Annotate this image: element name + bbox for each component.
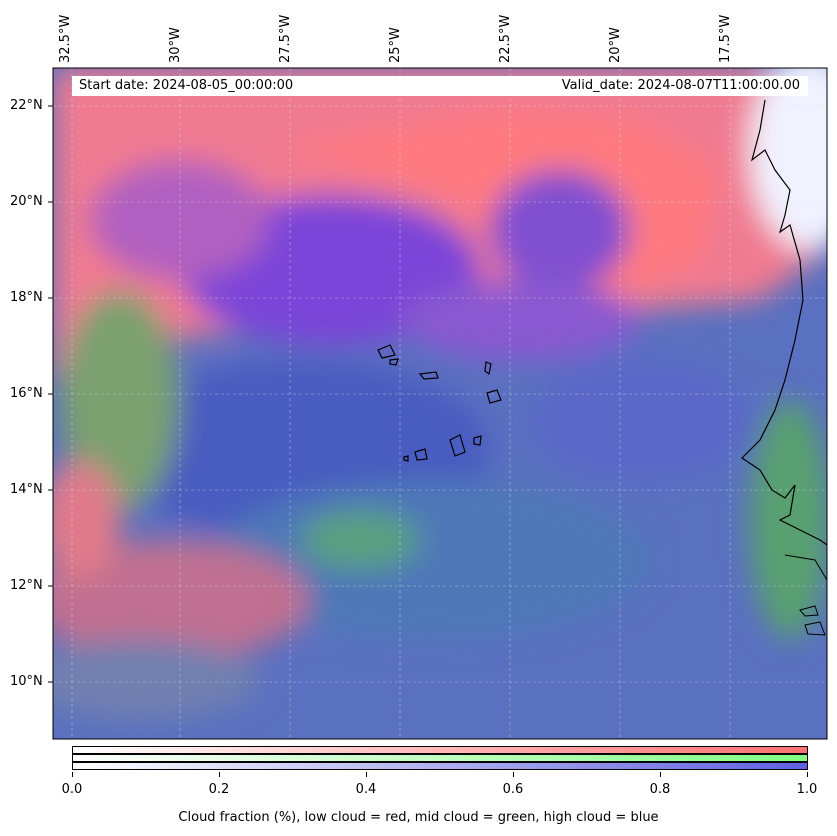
cape-verde-islands	[377, 344, 502, 462]
lon-label-20w: 20°W	[608, 27, 623, 63]
colorbar-tick-0-2: 0.2	[208, 782, 230, 797]
lat-label-20n: 20°N	[10, 194, 43, 209]
lat-label-10n: 10°N	[10, 674, 43, 689]
colorbar-tick-0-4: 0.4	[355, 782, 377, 797]
lat-label-22n: 22°N	[10, 98, 43, 113]
lon-label-22-5w: 22.5°W	[498, 14, 513, 63]
colorbar-tickmark	[72, 772, 73, 777]
colorbar-high-cloud	[72, 762, 808, 770]
lon-label-25w: 25°W	[388, 27, 403, 63]
start-date: Start date: 2024-08-05_00:00:00	[79, 78, 294, 93]
lon-label-27-5w: 27.5°W	[278, 14, 293, 63]
colorbar-tick-0: 0.0	[61, 782, 83, 797]
lat-label-16n: 16°N	[10, 386, 43, 401]
colorbar-tickmark	[660, 772, 661, 777]
colorbar-tickmark	[219, 772, 220, 777]
lon-label-17-5w: 17.5°W	[718, 14, 733, 63]
colorbar-tick-0-6: 0.6	[502, 782, 524, 797]
lat-label-14n: 14°N	[10, 482, 43, 497]
colorbar-tick-1-0: 1.0	[796, 782, 818, 797]
colorbar-tickmark	[513, 772, 514, 777]
colorbar-low-cloud	[72, 746, 808, 754]
coastline	[741, 99, 827, 546]
colorbar-tick-0-8: 0.8	[649, 782, 671, 797]
colorbar-tickmark	[366, 772, 367, 777]
lat-label-18n: 18°N	[10, 290, 43, 305]
colorbar-tickmark	[807, 772, 808, 777]
lon-label-32-5w: 32.5°W	[58, 14, 73, 63]
lat-label-12n: 12°N	[10, 578, 43, 593]
valid-date: Valid_date: 2024-08-07T11:00:00.00	[561, 78, 800, 93]
date-header: Start date: 2024-08-05_00:00:00 Valid_da…	[72, 76, 808, 96]
lon-label-30w: 30°W	[168, 27, 183, 63]
colorbar-label: Cloud fraction (%), low cloud = red, mid…	[178, 810, 659, 825]
colorbar-mid-cloud	[72, 754, 808, 762]
